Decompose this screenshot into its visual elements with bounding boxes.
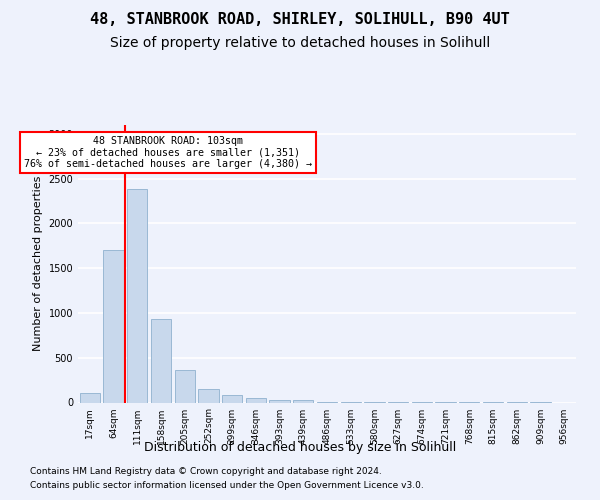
Text: 48, STANBROOK ROAD, SHIRLEY, SOLIHULL, B90 4UT: 48, STANBROOK ROAD, SHIRLEY, SOLIHULL, B… — [90, 12, 510, 28]
Bar — [175, 370, 195, 402]
Text: Contains public sector information licensed under the Open Government Licence v3: Contains public sector information licen… — [30, 481, 424, 490]
Y-axis label: Number of detached properties: Number of detached properties — [33, 176, 43, 352]
Bar — [293, 400, 313, 402]
Bar — [199, 388, 218, 402]
Bar — [127, 188, 148, 402]
Bar — [246, 398, 266, 402]
Bar — [269, 400, 290, 402]
Bar — [222, 396, 242, 402]
Text: Contains HM Land Registry data © Crown copyright and database right 2024.: Contains HM Land Registry data © Crown c… — [30, 468, 382, 476]
Text: 48 STANBROOK ROAD: 103sqm
← 23% of detached houses are smaller (1,351)
76% of se: 48 STANBROOK ROAD: 103sqm ← 23% of detac… — [24, 136, 312, 169]
Text: Distribution of detached houses by size in Solihull: Distribution of detached houses by size … — [144, 441, 456, 454]
Bar — [80, 392, 100, 402]
Bar — [103, 250, 124, 402]
Text: Size of property relative to detached houses in Solihull: Size of property relative to detached ho… — [110, 36, 490, 50]
Bar — [151, 320, 171, 402]
